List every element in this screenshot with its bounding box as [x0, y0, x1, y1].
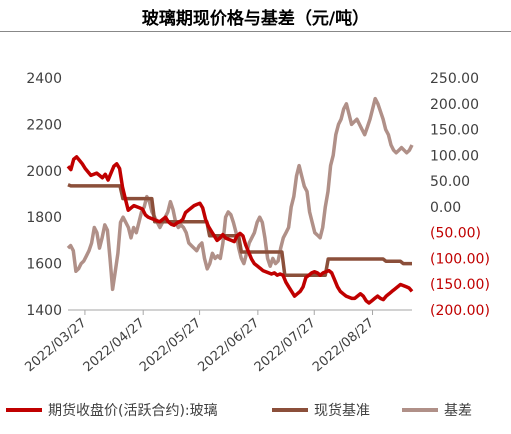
left-tick-label: 1600 — [26, 257, 62, 273]
x-tick-label: 2022/05/27 — [137, 316, 204, 376]
right-tick-label: 0.00 — [430, 200, 461, 216]
legend-label-3: 基差 — [444, 402, 472, 419]
left-tick-label: 1400 — [26, 303, 62, 319]
series-line-3 — [66, 96, 414, 292]
x-tick-label: 2022/04/27 — [81, 316, 148, 376]
left-tick-label: 2000 — [26, 164, 62, 180]
x-tick-label: 2022/03/27 — [22, 316, 89, 376]
legend-label-2: 现货基准 — [314, 402, 370, 419]
legend: 期货收盘价(活跃合约):玻璃 现货基准 基差 — [6, 402, 472, 419]
right-tick-label: 150.00 — [430, 123, 479, 139]
right-tick-label: (200.00) — [430, 303, 490, 319]
left-tick-label: 1800 — [26, 210, 62, 226]
x-tick-label: 2022/08/27 — [310, 316, 377, 376]
right-tick-label: (100.00) — [430, 251, 490, 267]
x-axis-ticks: 2022/03/272022/04/272022/05/272022/06/27… — [22, 310, 377, 375]
x-tick-label: 2022/07/27 — [252, 316, 319, 376]
right-tick-label: 200.00 — [430, 97, 479, 113]
right-tick-label: (50.00) — [430, 226, 481, 242]
left-tick-label: 2400 — [26, 71, 62, 87]
title-divider — [0, 31, 511, 32]
left-tick-label: 2200 — [26, 117, 62, 133]
chart-title: 玻璃期现价格与基差（元/吨） — [141, 9, 370, 29]
right-tick-label: 250.00 — [430, 71, 479, 87]
series-line-1 — [66, 155, 414, 305]
x-tick-label: 2022/06/27 — [195, 316, 262, 376]
right-tick-label: 50.00 — [430, 174, 470, 190]
series-layer — [66, 96, 414, 305]
right-axis-ticks: 250.00 200.00 150.00 100.00 50.00 0.00 (50.00)… — [430, 71, 490, 319]
right-tick-label: 100.00 — [430, 148, 479, 164]
legend-label-1: 期货收盘价(活跃合约):玻璃 — [48, 402, 218, 419]
right-tick-label: (150.00) — [430, 277, 490, 293]
left-axis-ticks: 1400 1600 1800 2000 2200 2400 — [26, 71, 62, 319]
